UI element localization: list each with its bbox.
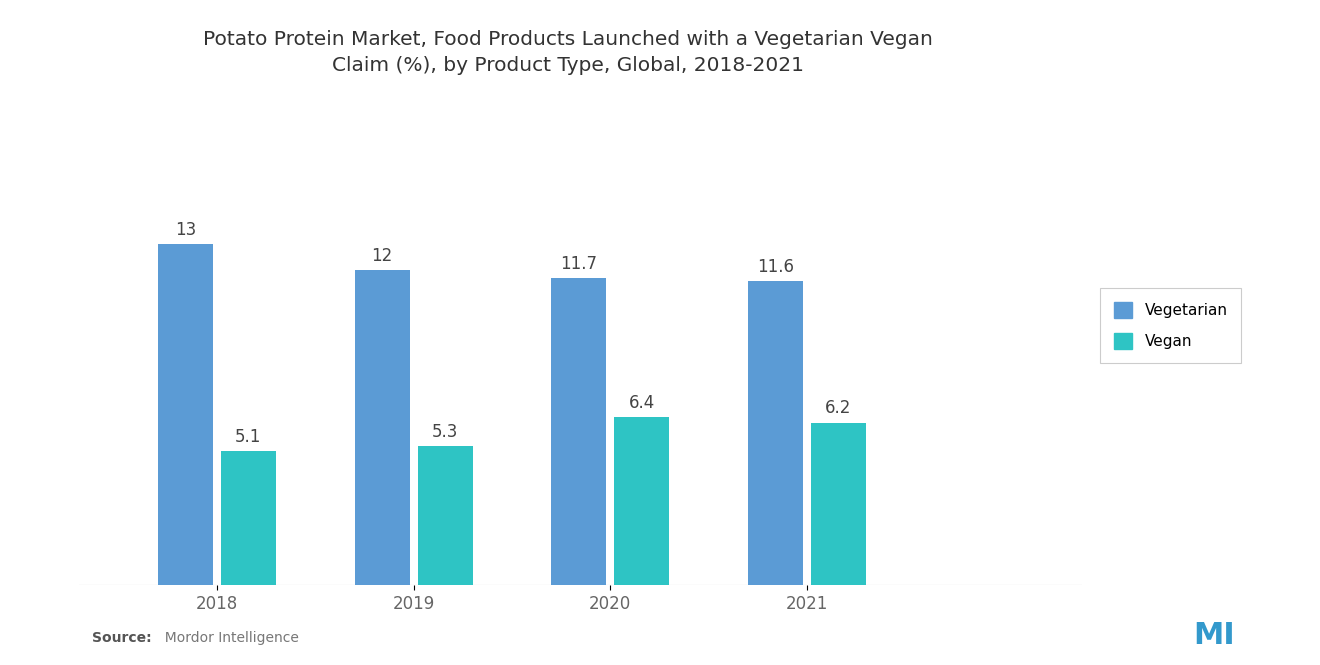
Text: 13: 13 [174,221,197,239]
Text: 11.7: 11.7 [560,255,598,273]
Text: 6.4: 6.4 [628,394,655,412]
Text: 6.2: 6.2 [825,399,851,418]
Text: 5.3: 5.3 [432,423,458,441]
Bar [614,418,669,585]
Bar [158,244,213,585]
Bar [220,452,276,585]
Text: Mordor Intelligence: Mordor Intelligence [156,631,298,645]
Text: Potato Protein Market, Food Products Launched with a Vegetarian Vegan
Claim (%),: Potato Protein Market, Food Products Lau… [203,30,932,75]
Bar [748,281,803,585]
Legend: Vegetarian, Vegan: Vegetarian, Vegan [1100,288,1241,363]
Bar [355,271,409,585]
Text: 5.1: 5.1 [235,428,261,446]
Bar [552,279,606,585]
Text: Source:: Source: [92,631,152,645]
Bar [810,422,866,585]
Text: MI: MI [1193,620,1236,650]
Text: 12: 12 [371,247,393,265]
Bar [417,446,473,585]
Text: 11.6: 11.6 [758,257,795,276]
